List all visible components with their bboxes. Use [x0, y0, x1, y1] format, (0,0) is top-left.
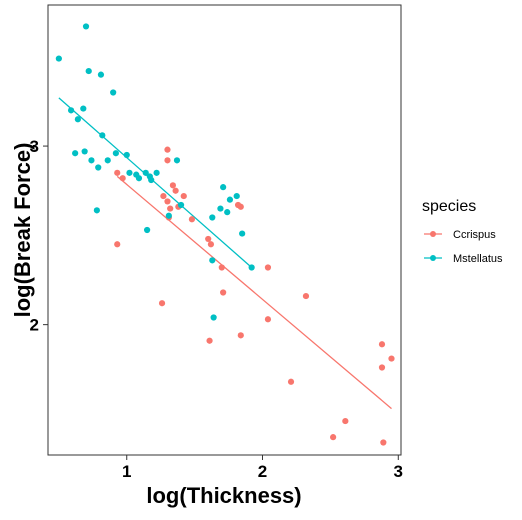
data-point-mstellatus	[209, 257, 216, 264]
legend-point-mstellatus	[430, 255, 436, 261]
data-point-mstellatus	[99, 132, 106, 139]
data-point-ccrispus	[114, 241, 121, 248]
data-point-mstellatus	[112, 150, 119, 157]
data-point-mstellatus	[148, 176, 155, 184]
data-point-mstellatus	[224, 209, 231, 216]
data-point-mstellatus	[135, 175, 143, 182]
data-point-mstellatus	[217, 205, 224, 212]
data-point-ccrispus	[158, 300, 166, 307]
data-point-ccrispus	[237, 203, 244, 210]
data-point-ccrispus	[330, 434, 337, 441]
data-point-ccrispus	[220, 289, 227, 296]
data-point-mstellatus	[126, 169, 133, 176]
data-point-ccrispus	[172, 187, 179, 194]
data-point-mstellatus	[93, 207, 100, 214]
data-point-ccrispus	[119, 175, 126, 182]
data-point-mstellatus	[82, 23, 90, 30]
data-point-mstellatus	[88, 157, 95, 164]
data-point-mstellatus	[81, 148, 88, 155]
legend-label-mstellatus: Mstellatus	[453, 253, 503, 265]
legend-key-ccrispus: Ccrispus	[424, 229, 496, 241]
data-point-mstellatus	[104, 157, 111, 164]
data-point-mstellatus	[209, 214, 216, 221]
data-point-ccrispus	[378, 364, 386, 371]
data-point-mstellatus	[177, 201, 185, 209]
data-point-mstellatus	[55, 55, 62, 62]
data-point-mstellatus	[85, 67, 92, 75]
data-point-ccrispus	[164, 157, 171, 164]
data-point-ccrispus	[388, 355, 395, 362]
data-point-ccrispus	[114, 169, 121, 176]
data-point-ccrispus	[188, 216, 196, 223]
data-point-mstellatus	[72, 150, 79, 157]
data-point-ccrispus	[218, 264, 225, 271]
x-tick-label: 2	[258, 462, 267, 481]
legend: species Ccrispus Mstellatus	[422, 198, 503, 265]
x-tick-label: 3	[394, 462, 403, 481]
data-point-mstellatus	[210, 314, 217, 321]
data-point-mstellatus	[74, 116, 81, 123]
data-point-mstellatus	[110, 89, 117, 96]
legend-key-mstellatus: Mstellatus	[424, 253, 503, 265]
data-point-mstellatus	[220, 184, 227, 191]
data-point-ccrispus	[302, 292, 310, 300]
y-axis-ticks: 23	[30, 137, 48, 335]
data-point-ccrispus	[264, 264, 272, 271]
data-point-ccrispus	[206, 337, 213, 344]
data-point-ccrispus	[342, 417, 349, 425]
y-tick-label: 3	[30, 137, 39, 156]
data-point-ccrispus	[207, 241, 215, 248]
data-point-mstellatus	[165, 212, 172, 219]
fit-line-mstellatus	[58, 97, 253, 268]
x-axis-label: log(Thickness)	[146, 483, 301, 508]
data-point-mstellatus	[95, 164, 102, 171]
data-point-mstellatus	[173, 157, 181, 164]
legend-title: species	[422, 198, 476, 215]
data-point-mstellatus	[80, 105, 87, 112]
data-point-ccrispus	[378, 341, 386, 348]
fit-lines	[58, 97, 392, 410]
data-point-ccrispus	[380, 439, 387, 446]
data-point-mstellatus	[248, 264, 255, 271]
data-point-ccrispus	[160, 192, 167, 200]
data-point-mstellatus	[239, 230, 246, 237]
data-point-ccrispus	[164, 146, 171, 153]
legend-label-ccrispus: Ccrispus	[453, 229, 496, 241]
data-point-mstellatus	[97, 71, 105, 78]
data-point-mstellatus	[153, 169, 160, 176]
data-point-ccrispus	[167, 205, 174, 212]
x-tick-label: 1	[122, 462, 131, 481]
fit-line-ccrispus	[116, 175, 392, 410]
y-axis-label: log(Break Force)	[10, 143, 35, 318]
data-point-ccrispus	[264, 316, 272, 323]
data-point-ccrispus	[180, 192, 187, 200]
plot-panel	[47, 4, 402, 456]
data-point-ccrispus	[237, 332, 244, 339]
legend-point-ccrispus	[430, 231, 436, 237]
y-tick-label: 2	[30, 316, 39, 335]
data-point-mstellatus	[144, 226, 151, 234]
data-point-ccrispus	[164, 198, 171, 205]
data-point-mstellatus	[233, 192, 240, 200]
data-points	[55, 23, 395, 446]
x-axis-ticks: 1 2 3	[122, 455, 403, 481]
data-point-mstellatus	[67, 107, 75, 114]
data-point-mstellatus	[142, 169, 149, 176]
data-point-mstellatus	[226, 196, 234, 203]
data-point-mstellatus	[123, 151, 130, 159]
data-point-ccrispus	[169, 182, 177, 189]
data-point-ccrispus	[205, 235, 212, 243]
data-point-ccrispus	[287, 378, 295, 385]
